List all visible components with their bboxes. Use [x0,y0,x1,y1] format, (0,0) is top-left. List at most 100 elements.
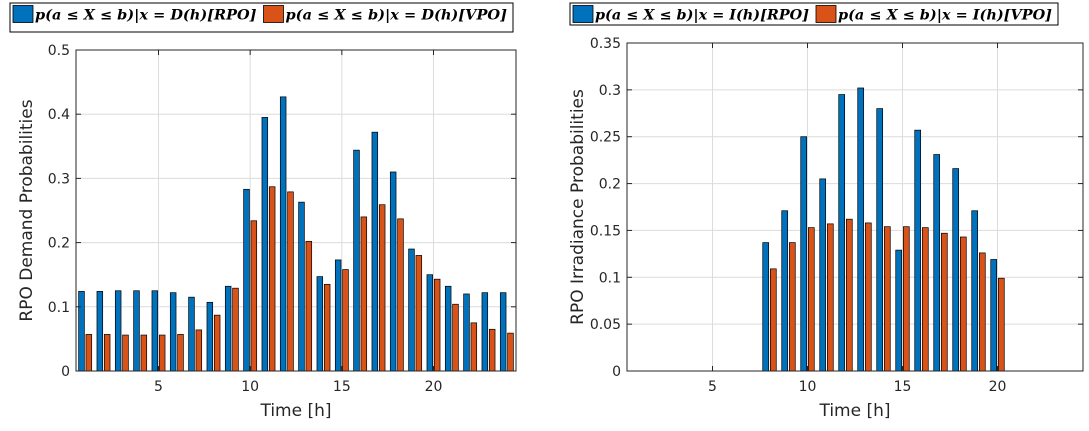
rpo-bar [243,188,250,372]
rpo-bar [298,201,305,372]
rpo-bar [819,178,827,372]
demand-chart: 5 10 15 20 0 0.1 0.2 0.3 0.4 0.5 Time [h] RPO Deman… [9,2,517,421]
legend-box [569,2,1059,26]
y-tick-label: 0 [61,364,70,380]
vpo-bar [323,283,331,372]
vpo-bar [959,236,967,372]
x-tick-label: 10 [241,379,259,395]
rpo-bar [499,292,507,372]
vpo-bar [232,287,239,372]
legend: p(a ≤ X ≤ b)|x = I(h)[RPO] p(a ≤ X ≤ b)|x… [569,2,1059,26]
y-tick-label: 0.25 [590,130,621,146]
y-tick-label: 0.1 [599,270,621,286]
vpo-bar [488,328,496,372]
rpo-bar [800,136,808,372]
y-tick-label: 0.2 [48,236,70,252]
vpo-bar [397,218,404,372]
x-tick-label: 20 [989,379,1007,395]
rpo-bar [169,292,177,372]
rpo-bar [353,149,360,372]
vpo-bar [845,218,853,372]
legend-swatch-rpo [12,5,34,23]
rpo-bar [914,129,922,372]
rpo-bar [426,274,434,372]
vpo-bar [433,278,441,372]
plot-area [627,43,1083,371]
x-tick-label: 5 [154,379,163,395]
vpo-bar [415,255,423,372]
vpo-bar [85,334,93,372]
rpo-bar [781,210,789,372]
vpo-bar [305,240,313,372]
legend-label-rpo: p(a ≤ X ≤ b)|x = D(h)[RPO] [35,8,257,24]
plot-area [76,50,516,371]
axes-box [626,42,1084,372]
rpo-bar [151,290,159,372]
rpo-bar [933,154,941,372]
legend-label-rpo: p(a ≤ X ≤ b)|x = I(h)[RPO] [595,8,809,24]
x-tick-label: 20 [425,379,443,395]
rpo-bar [188,296,195,372]
y-tick-label: 0 [612,364,621,380]
legend-box [9,2,514,33]
rpo-bar [838,94,846,372]
vpo-bar [122,334,129,372]
rpo-bar [876,108,884,372]
rpo-bar [444,285,452,372]
y-tick-label: 0.15 [590,223,621,239]
legend-swatch-rpo [572,5,594,23]
vpo-bar [140,334,148,372]
y-tick-label: 0.2 [599,177,621,193]
legend-swatch-vpo [815,5,837,23]
rpo-bar [114,290,122,372]
rpo-bar [279,96,287,372]
vpo-bar [158,334,166,372]
y-tick-label: 0.5 [48,43,70,59]
rpo-bar [857,87,865,372]
y-axis-label: RPO Irradiance Probabilities [568,89,588,325]
rpo-bar [78,291,85,372]
vpo-bar [250,220,258,372]
vpo-bar [807,227,815,372]
rpo-bar [971,210,979,372]
rpo-bar [389,171,397,372]
rpo-bar [762,242,770,372]
rpo-bar [371,131,379,372]
x-tick-label: 15 [333,379,351,395]
legend: p(a ≤ X ≤ b)|x = D(h)[RPO] p(a ≤ X ≤ b)|x… [9,2,514,33]
x-axis-label: Time [h] [818,401,890,421]
vpo-bar [452,303,459,372]
vpo-bar [902,226,910,372]
vpo-bar [769,268,777,372]
vpo-bar [788,242,796,372]
vpo-bar [921,227,929,372]
y-tick-label: 0.1 [48,300,70,316]
y-tick-label: 0.35 [590,36,621,52]
vpo-bar [940,232,948,372]
rpo-bar [952,168,960,372]
rpo-bar [133,290,140,372]
vpo-bar [213,314,221,372]
vpo-bar [342,269,349,372]
y-tick-label: 0.05 [590,317,621,333]
vpo-bar [268,186,276,372]
irradiance-chart: 5 10 15 20 0 0.05 0.1 0.15 0.2 0.25 0.3 0.35 Time [h… [568,2,1084,421]
y-tick-label: 0.4 [48,107,70,123]
rpo-bar [224,285,232,372]
x-axis-label: Time [h] [259,401,331,421]
vpo-bar [883,226,891,372]
vpo-bar [378,204,386,372]
rpo-bar [463,293,470,372]
axes-box [75,49,517,372]
rpo-bar [96,291,104,372]
vpo-bar [864,222,872,372]
rpo-bar [206,301,214,372]
legend-label-vpo: p(a ≤ X ≤ b)|x = D(h)[VPO] [286,8,508,24]
legend-swatch-vpo [263,5,284,23]
vpo-bar [997,277,1005,372]
y-tick-label: 0.3 [599,83,621,99]
rpo-bar [481,292,489,372]
vpo-bar [103,334,111,372]
x-tick-label: 15 [894,379,912,395]
legend-label-vpo: p(a ≤ X ≤ b)|x = I(h)[VPO] [838,8,1052,24]
